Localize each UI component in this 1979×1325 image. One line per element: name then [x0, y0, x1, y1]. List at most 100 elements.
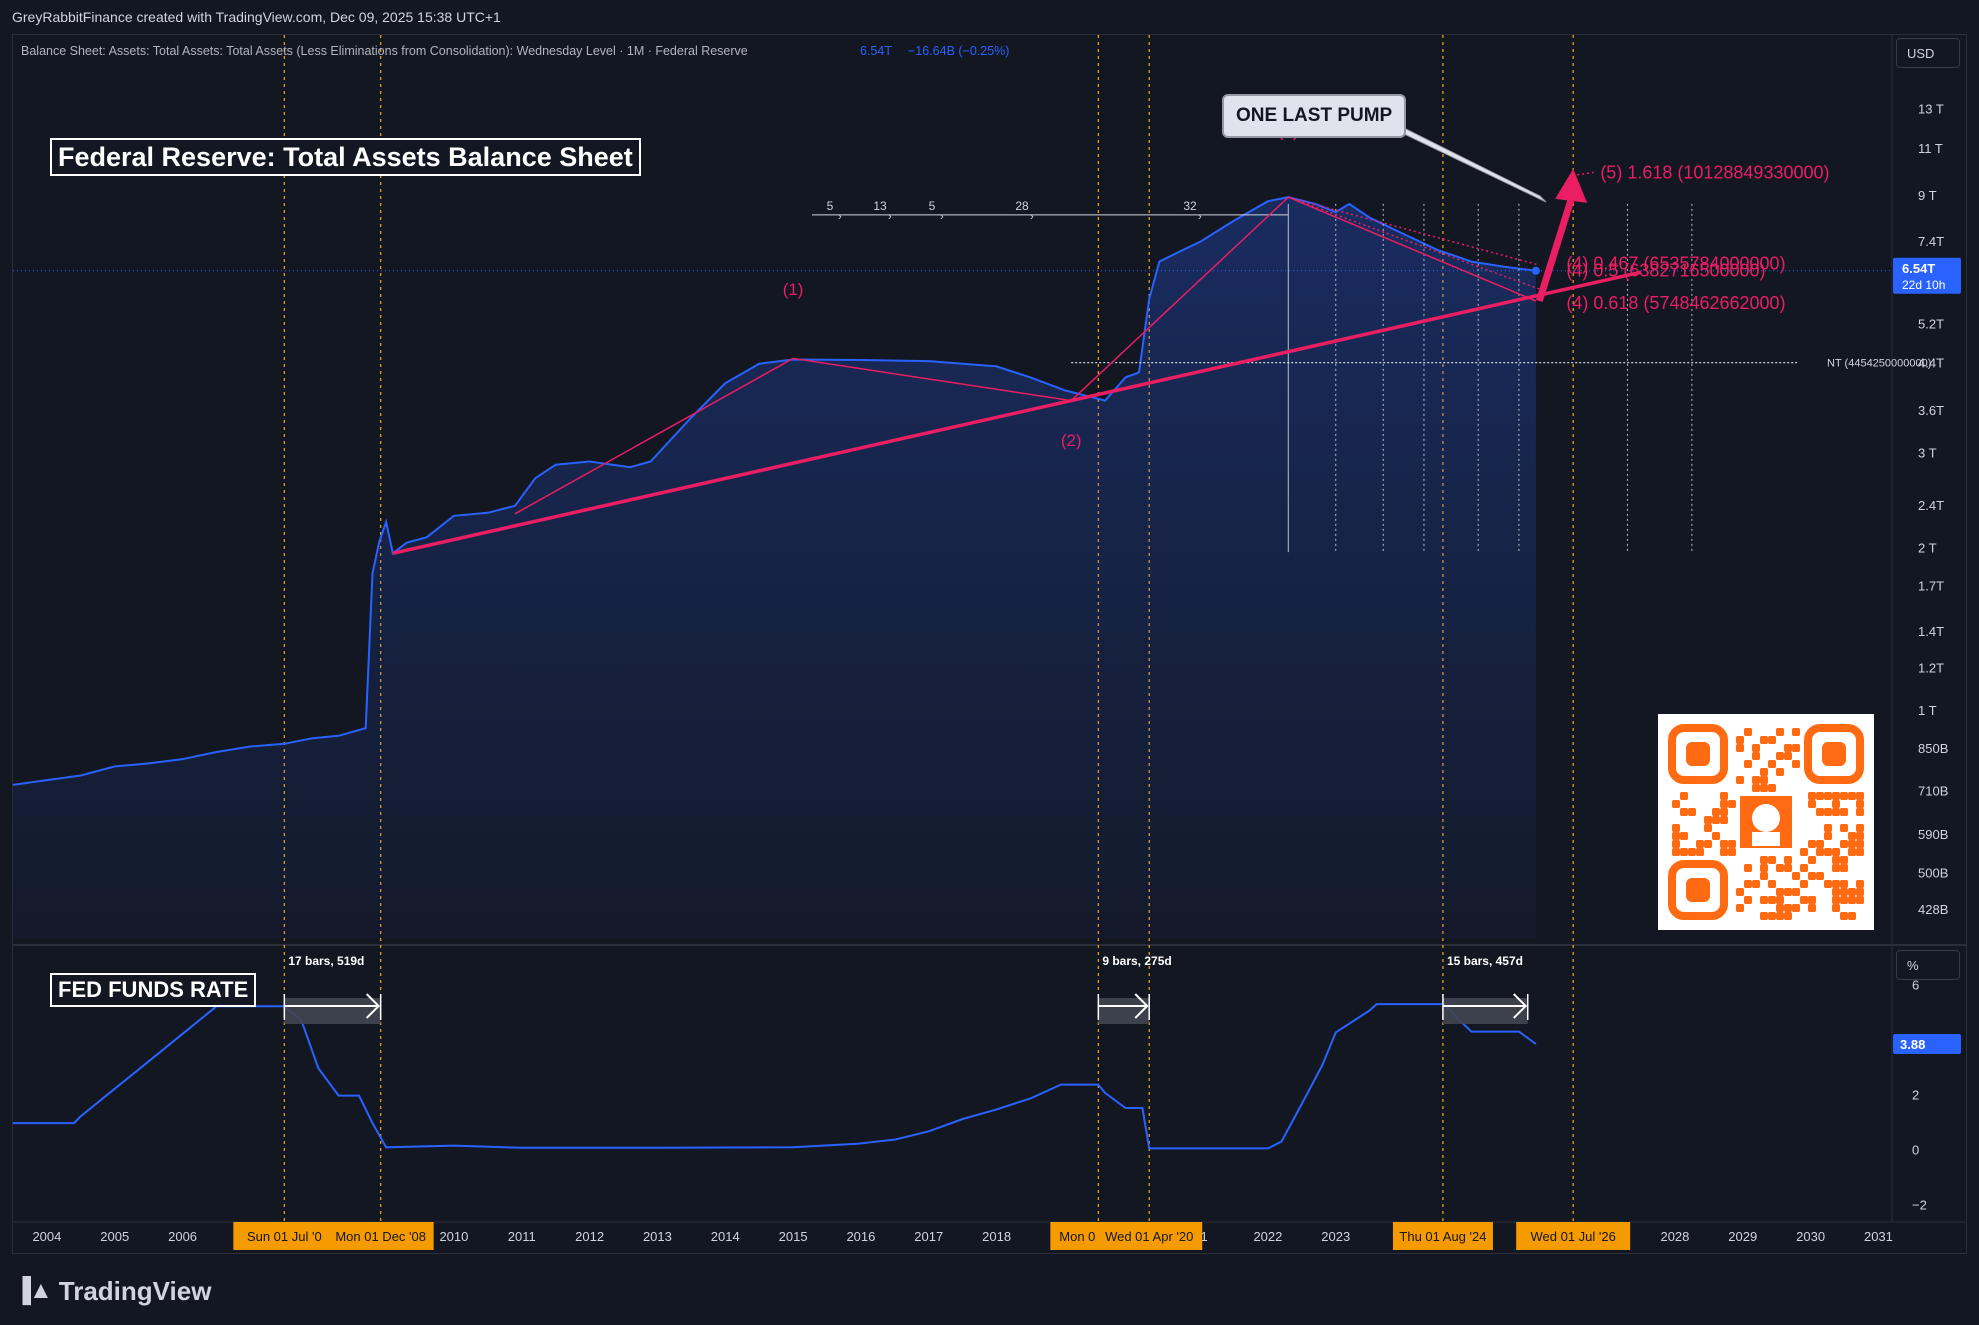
period-range-box — [1098, 998, 1150, 1024]
fib-channel-line — [1288, 196, 1540, 266]
qr-module — [1672, 832, 1680, 840]
legend-change: −16.64B (−0.25%) — [908, 44, 1009, 58]
qr-module — [1672, 848, 1680, 856]
time-tick-label: 2015 — [779, 1229, 808, 1244]
qr-module — [1704, 840, 1712, 848]
price-tick-label: 3 T — [1918, 446, 1937, 461]
price-tick-label: 4.4T — [1918, 356, 1944, 371]
fed-funds-title: FED FUNDS RATE — [50, 973, 257, 1007]
period-vertical-lines — [283, 35, 1574, 1222]
balance-sheet-area-fill — [13, 197, 1536, 938]
qr-module — [1840, 792, 1848, 800]
qr-module — [1680, 832, 1688, 840]
tradingview-logo-text: TradingView — [58, 1275, 212, 1306]
series-legend: Balance Sheet: Assets: Total Assets: Tot… — [21, 44, 1009, 58]
time-tick-label: 2014 — [711, 1229, 740, 1244]
time-tick-label: 2004 — [32, 1229, 61, 1244]
projection-arrow-head — [1555, 168, 1588, 203]
qr-module — [1784, 856, 1792, 864]
bar-count-arrow-icon: › — [1198, 211, 1202, 223]
qr-module — [1712, 832, 1720, 840]
wave-label: (2) — [1061, 431, 1082, 450]
time-tick-label: 2011 — [508, 1229, 536, 1244]
qr-module — [1736, 736, 1744, 744]
fed-rate-badge — [1893, 1033, 1961, 1054]
qr-module — [1760, 784, 1768, 792]
qr-module — [1696, 840, 1704, 848]
currency-button[interactable]: USD — [1896, 38, 1960, 68]
qr-module — [1744, 880, 1752, 888]
qr-module — [1776, 888, 1784, 896]
projection-dotted-line — [1577, 171, 1594, 176]
qr-module — [1840, 824, 1848, 832]
qr-module — [1728, 848, 1736, 856]
qr-module — [1696, 848, 1704, 856]
qr-module — [1768, 896, 1776, 904]
qr-module — [1808, 856, 1816, 864]
tradingview-logo[interactable]: ▐▲ TradingView — [14, 1276, 211, 1306]
qr-module — [1832, 800, 1840, 808]
elliott-wave-layer: NT (4454250000000)5›13›5›28›32›(1)(2)(3)… — [392, 121, 1931, 556]
period-range-label: 9 bars, 275d — [1102, 954, 1171, 968]
bar-count-arrow-icon: › — [838, 211, 842, 223]
price-tick-label: 710B — [1918, 783, 1948, 798]
date-badge — [233, 1222, 336, 1250]
qr-module — [1768, 784, 1776, 792]
period-range-box — [1442, 998, 1528, 1024]
qr-module — [1816, 848, 1824, 856]
chart-canvas[interactable]: NT (4454250000000)5›13›5›28›32›(1)(2)(3)… — [0, 0, 1979, 1254]
qr-module — [1840, 880, 1848, 888]
qr-code-image — [1658, 714, 1874, 930]
qr-module — [1848, 832, 1856, 840]
qr-module — [1784, 912, 1792, 920]
qr-module — [1856, 896, 1864, 904]
qr-module — [1848, 896, 1856, 904]
bar-count-label: 28 — [1015, 199, 1029, 213]
elliott-wave-path — [514, 196, 1537, 515]
date-badge-label: Wed 01 Apr '20 — [1105, 1229, 1193, 1244]
qr-module — [1752, 784, 1760, 792]
qr-module — [1832, 792, 1840, 800]
fib-label: (4) 0.5 (6382716500000) — [1566, 260, 1765, 280]
price-tick-label: 5.2T — [1918, 317, 1944, 332]
qr-module — [1728, 840, 1736, 848]
qr-module — [1856, 840, 1864, 848]
qr-module — [1720, 848, 1728, 856]
qr-module — [1736, 776, 1744, 784]
qr-module — [1824, 792, 1832, 800]
qr-module — [1832, 856, 1840, 864]
qr-module — [1776, 728, 1784, 736]
qr-module — [1776, 904, 1784, 912]
qr-module — [1672, 840, 1680, 848]
price-tick-label: 850B — [1918, 741, 1948, 756]
time-tick-label: 2017 — [914, 1229, 943, 1244]
qr-avatar-body — [1752, 832, 1780, 846]
price-tick-label: 2 T — [1918, 541, 1937, 556]
qr-module — [1856, 792, 1864, 800]
qr-module — [1768, 912, 1776, 920]
price-axis: 16 T13 T11 T9 T7.4T5.2T4.4T3.6T3 T2.4T2 … — [1893, 53, 1961, 917]
qr-module — [1680, 792, 1688, 800]
date-badge-label: Thu 01 Aug '24 — [1399, 1229, 1486, 1244]
date-badge-label: Sun 01 Jul '0 — [247, 1229, 322, 1244]
qr-finder-center — [1822, 742, 1846, 766]
bar-count-arrow-icon: › — [888, 211, 892, 223]
time-tick-label: 2016 — [846, 1229, 875, 1244]
qr-module — [1840, 896, 1848, 904]
date-badge — [327, 1222, 434, 1250]
qr-module — [1856, 832, 1864, 840]
one-last-pump-callout: ONE LAST PUMP — [1222, 94, 1407, 138]
qr-module — [1784, 864, 1792, 872]
price-tick-label: 2.4T — [1918, 498, 1944, 513]
qr-module — [1752, 744, 1760, 752]
price-tick-label: 1 T — [1918, 703, 1937, 718]
price-tick-label: 1.7T — [1918, 579, 1944, 594]
chart-frame — [12, 34, 1967, 1254]
qr-module — [1824, 832, 1832, 840]
callout-pointer — [1391, 121, 1547, 203]
qr-module — [1832, 864, 1840, 872]
bar-count-arrow-icon: › — [940, 211, 944, 223]
percent-scale-button[interactable]: % — [1896, 950, 1960, 980]
price-tick-label: 500B — [1918, 866, 1948, 881]
time-axis: 2004 2005 2006 2010 2011 2012 2013 2014 2015 2016… — [32, 1222, 1893, 1250]
